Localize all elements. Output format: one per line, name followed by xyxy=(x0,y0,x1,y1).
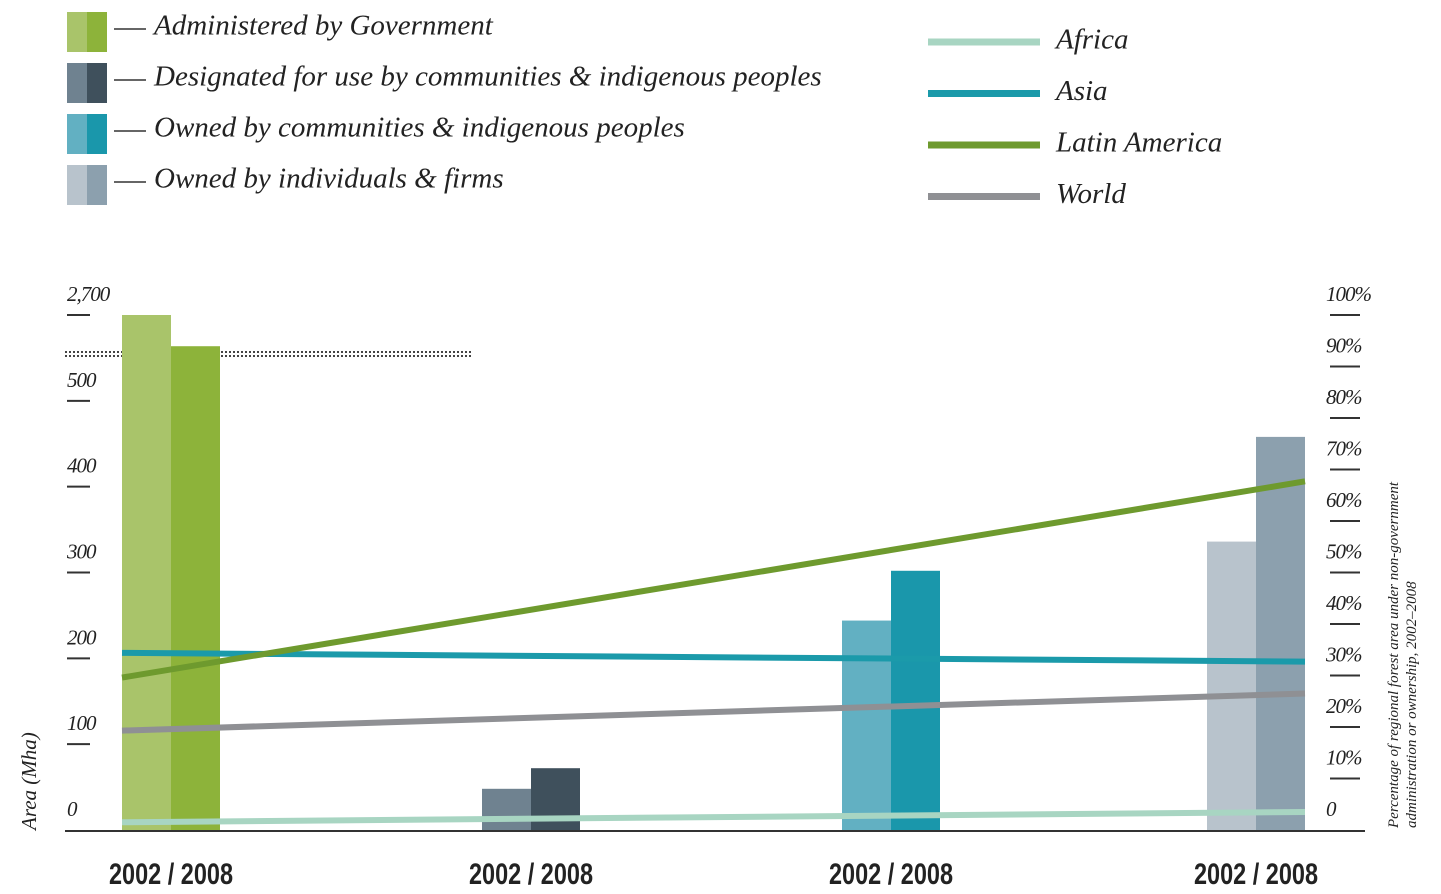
bar xyxy=(1207,541,1256,830)
legend-label: Designated for use by communities & indi… xyxy=(153,61,822,93)
legend-label: Latin America xyxy=(1055,127,1222,159)
legend-label: Africa xyxy=(1054,24,1129,56)
x-tick-label: 2002 / 2008 xyxy=(109,858,233,891)
legend-swatch xyxy=(67,114,87,154)
legend-label: World xyxy=(1056,178,1126,210)
y-tick-label: 200 xyxy=(67,625,97,649)
y-tick-label: 0 xyxy=(67,797,78,821)
legend-label: Owned by communities & indigenous people… xyxy=(154,112,685,144)
y2-tick-label: 50% xyxy=(1326,540,1362,564)
legend-label: Administered by Government xyxy=(152,10,494,42)
y2-axis-label: administration or ownership, 2002–2008 xyxy=(1404,581,1420,828)
legend-label: Owned by individuals & firms xyxy=(154,163,504,195)
legend-swatch xyxy=(67,12,87,52)
bar xyxy=(482,788,531,830)
x-tick-label: 2002 / 2008 xyxy=(829,858,953,891)
y-tick-label: 300 xyxy=(66,540,97,564)
legend-swatch xyxy=(87,12,107,52)
y2-tick-label: 20% xyxy=(1326,694,1362,718)
bar xyxy=(1256,436,1305,830)
y2-tick-label: 30% xyxy=(1325,643,1362,667)
line xyxy=(121,649,1306,665)
y-axis-label: Area (Mha) xyxy=(17,732,41,832)
y2-tick-label: 90% xyxy=(1326,334,1362,358)
y2-tick-label: 100% xyxy=(1326,282,1372,306)
x-tick-label: 2002 / 2008 xyxy=(1194,858,1318,891)
y-tick-label: 100 xyxy=(67,711,97,735)
legend-swatch xyxy=(87,114,107,154)
y2-tick-label: 60% xyxy=(1326,488,1362,512)
line xyxy=(121,478,1306,681)
y-tick-label: 2,700 xyxy=(67,282,111,306)
legend-swatch xyxy=(87,63,107,103)
bar xyxy=(171,346,220,830)
y-tick-label: 400 xyxy=(67,454,97,478)
y2-tick-label: 70% xyxy=(1326,437,1362,461)
y-tick-label: 500 xyxy=(67,368,97,392)
legend-label: Asia xyxy=(1054,75,1108,107)
bar xyxy=(891,570,940,830)
line xyxy=(121,690,1306,734)
bar xyxy=(122,315,171,830)
line xyxy=(121,808,1306,826)
y2-tick-label: 80% xyxy=(1326,385,1362,409)
y2-axis-label: Percentage of regional forest area under… xyxy=(1386,481,1402,829)
legend-swatch xyxy=(67,165,87,205)
x-tick-label: 2002 / 2008 xyxy=(469,858,593,891)
bar xyxy=(842,620,891,830)
y2-tick-label: 10% xyxy=(1326,746,1362,770)
y2-tick-label: 40% xyxy=(1326,591,1362,615)
y2-tick-label: 0 xyxy=(1326,797,1337,821)
legend-swatch xyxy=(87,165,107,205)
legend-swatch xyxy=(67,63,87,103)
